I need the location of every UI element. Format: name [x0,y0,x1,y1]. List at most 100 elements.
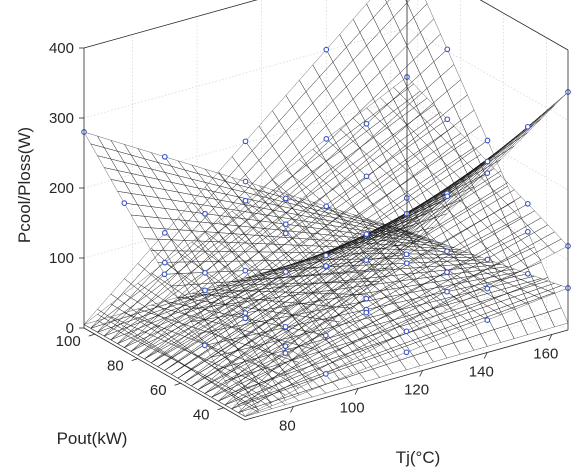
surface-patch [385,326,407,339]
surface-patch [258,377,280,390]
surface-patch [204,168,226,182]
data-point [242,138,249,145]
surface-patch [439,296,461,306]
surface-patch [298,365,320,381]
surface-patch [137,148,159,163]
surface-patch [372,297,394,307]
surface-patch [534,105,555,125]
surface-patch [372,340,394,356]
surface-patch [244,334,266,348]
x-tick-mark [548,334,553,341]
x-axis-label: Tj(°C) [396,448,441,467]
data-point [161,153,168,160]
surface-patch [386,0,408,18]
surface-patch [372,255,394,270]
data-point [242,197,249,204]
surface-patch [419,324,441,336]
data-point [282,230,289,237]
surface-patch [345,302,367,313]
surface-patch [150,227,172,241]
surface-patch [177,175,199,189]
surface-patch [460,187,481,211]
surface-patch [265,324,286,340]
surface-patch [547,238,569,254]
data-point [403,328,410,335]
surface-patch [123,181,145,196]
surface-patch [372,123,394,149]
data-point [363,309,370,316]
surface-patch [473,179,495,203]
surface-patch [527,217,549,233]
surface-patch [325,281,347,294]
surface-patch [372,364,394,378]
surface-patch [439,325,461,337]
data-point [363,231,370,237]
surface-patch [171,252,192,274]
surface-patch [285,366,307,379]
surface-patch [298,379,320,392]
z-tick-label: 300 [49,110,74,127]
surface-patch [164,217,186,240]
surface-patch [379,350,401,365]
surface-patch [305,386,327,398]
surface-patch [157,162,179,177]
surface-patch [520,295,542,305]
surface-patch [413,46,435,75]
surface-patch [346,72,367,100]
data-point [242,315,249,322]
surface-patch [547,307,569,328]
surface-patch [251,243,273,253]
surface-patch [426,76,448,103]
surface-patch [413,88,434,115]
surface-patch [251,388,273,400]
surface-patch [305,149,327,174]
data-point [242,310,249,316]
surface-patch [359,17,381,47]
surface-patch [231,188,253,201]
surface-patch [325,74,347,101]
surface-patch [487,244,508,267]
surface-patch [197,302,220,310]
x-gridline [325,0,488,353]
surface-patch [332,123,354,150]
surface-patch [217,172,240,186]
surface-patch [332,46,354,75]
data-point [323,203,330,210]
surface-patch [460,224,481,246]
surface-patch [365,342,387,356]
surface-patch [305,292,327,305]
surface-patch [325,334,347,348]
surface-patch [379,16,401,46]
surface-patch [439,314,461,332]
surface-patch [157,197,179,211]
surface-patch [534,224,555,240]
surface-patch [486,279,508,299]
surface-patch [238,184,260,197]
surface-patch [386,111,408,138]
surface-patch [406,0,428,18]
data-point [444,193,451,200]
data-point [202,270,208,276]
surface-patch [426,313,448,325]
surface-patch [439,342,461,359]
data-point [403,251,410,258]
surface-patch [332,235,354,243]
surface-patch [170,284,192,299]
surface-patch [466,282,488,296]
surface-patch [332,364,354,380]
surface-patch [352,327,374,340]
surface-patch [393,2,414,32]
surface-patch [251,283,273,292]
surface-patch [285,369,306,386]
surface-patch [123,202,145,217]
surface-patch [486,311,508,330]
surface-patch [332,159,354,184]
surface-patch [318,289,340,300]
y-tick-label: 60 [150,382,167,399]
x-tick-label: 140 [469,364,494,381]
surface-patch [372,259,394,279]
surface-patch [83,308,105,329]
surface-patch [547,285,569,294]
surface-patch [500,137,522,155]
surface-patch [117,191,139,206]
